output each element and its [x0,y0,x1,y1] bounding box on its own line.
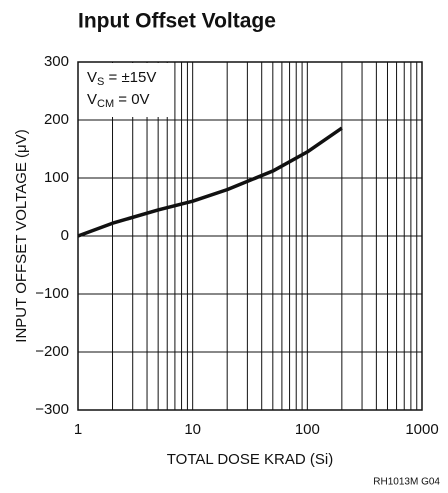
footnote: RH1013M G04 [373,477,440,488]
y-tick-label: 200 [44,111,69,128]
y-tick-label: −300 [35,401,69,418]
y-axis-label: INPUT OFFSET VOLTAGE (μV) [13,129,30,342]
x-axis-label: TOTAL DOSE KRAD (Si) [167,451,333,468]
line [77,126,343,238]
annotation-rest: = 0V [114,91,149,108]
x-tick-label: 1000 [405,421,438,438]
annotation-sub: S [97,76,104,88]
annotation-main: V [87,91,97,108]
y-tick-label: 100 [44,169,69,186]
annotation-rest: = ±15V [104,69,156,86]
annotation-sub: CM [97,98,114,110]
y-tick-label: 300 [44,53,69,70]
annotation: VS = ±15V [87,69,156,88]
annotation-main: V [87,69,97,86]
annotation: VCM = 0V [87,91,150,110]
annotation-background [79,63,171,117]
x-tick-label: 10 [184,421,201,438]
y-tick-label: −200 [35,343,69,360]
y-tick-label: −100 [35,285,69,302]
x-tick-label: 100 [295,421,320,438]
y-tick-label: 0 [61,227,69,244]
chart-title: Input Offset Voltage [78,10,276,33]
x-tick-label: 1 [74,421,82,438]
